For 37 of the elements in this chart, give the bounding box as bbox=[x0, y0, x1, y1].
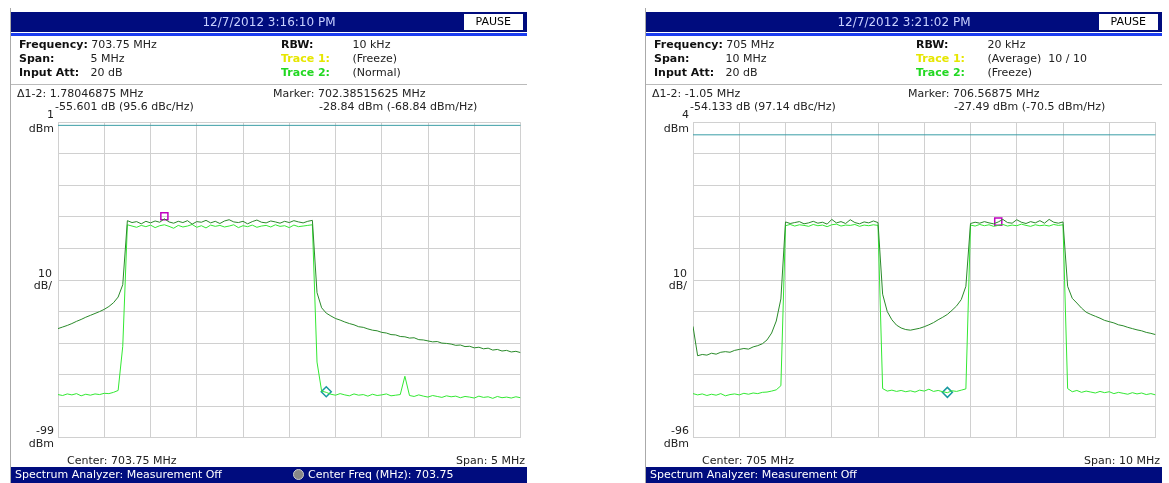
chart-title: 12/7/2012 3:21:02 PM bbox=[837, 15, 971, 29]
text: PAUSE bbox=[463, 14, 523, 30]
text: Trace 1: (Freeze) bbox=[281, 52, 397, 65]
y-tick-label: -99 dBm bbox=[28, 424, 54, 451]
text: RBW: 20 kHz bbox=[916, 38, 1026, 51]
text: -54.133 dB (97.14 dBc/Hz) bbox=[690, 100, 836, 113]
text: Spectrum Analyzer: Measurement Off bbox=[15, 468, 222, 481]
y-tick-label: -96 dBm bbox=[663, 424, 689, 451]
y-tick-label: 1 dBm bbox=[28, 108, 54, 135]
text: Δ1-2: -1.05 MHz bbox=[652, 87, 741, 100]
text: Frequency: 705 MHz bbox=[654, 38, 775, 51]
text: Center: 705 MHz bbox=[702, 454, 795, 467]
text: Span: 10 MHz bbox=[654, 52, 767, 65]
text: Marker: 706.56875 MHz bbox=[908, 87, 1040, 100]
y-axis-title: 10 dB/ bbox=[33, 266, 53, 292]
text: -55.601 dB (95.6 dBc/Hz) bbox=[55, 100, 194, 113]
text: Input Att: 20 dB bbox=[654, 66, 758, 79]
text: Center Freq (MHz): 703.75 bbox=[308, 468, 454, 481]
text: Span: 10 MHz bbox=[1084, 454, 1160, 467]
text: Marker: 702.38515625 MHz bbox=[273, 87, 426, 100]
text: Frequency: 703.75 MHz bbox=[19, 38, 157, 51]
text: Span: 5 MHz bbox=[456, 454, 525, 467]
text: Δ1-2: 1.78046875 MHz bbox=[17, 87, 144, 100]
text: PAUSE bbox=[1098, 14, 1158, 30]
text: Input Att: 20 dB bbox=[19, 66, 123, 79]
text: Trace 2: (Freeze) bbox=[916, 66, 1032, 79]
text: Spectrum Analyzer: Measurement Off bbox=[650, 468, 857, 481]
y-axis-title: 10 dB/ bbox=[668, 266, 688, 292]
y-tick-label: 4 dBm bbox=[663, 108, 689, 135]
text: Center: 703.75 MHz bbox=[67, 454, 177, 467]
text: -27.49 dBm (-70.5 dBm/Hz) bbox=[954, 100, 1106, 113]
text: Span: 5 MHz bbox=[19, 52, 125, 65]
chart-title: 12/7/2012 3:16:10 PM bbox=[202, 15, 336, 29]
text: Trace 2: (Normal) bbox=[281, 66, 401, 79]
text: Trace 1: (Average) 10 / 10 bbox=[916, 52, 1087, 65]
text: -28.84 dBm (-68.84 dBm/Hz) bbox=[319, 100, 478, 113]
text: RBW: 10 kHz bbox=[281, 38, 391, 51]
